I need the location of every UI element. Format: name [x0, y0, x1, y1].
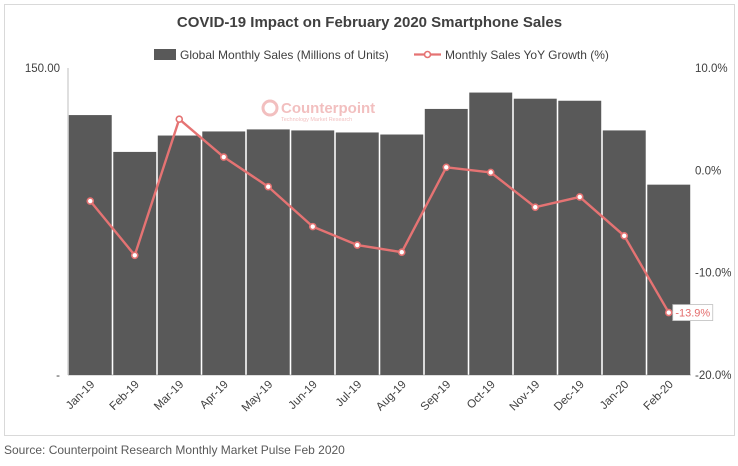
bar-Feb-19 — [113, 151, 157, 375]
x-tick-label: May-19 — [240, 379, 276, 415]
legend: Global Monthly Sales (Millions of Units)… — [154, 48, 609, 62]
growth-point-Feb-20 — [664, 308, 673, 317]
right-axis-tick-label: -20.0% — [695, 370, 731, 382]
left-axis-tick-label: - — [56, 370, 60, 382]
x-tick-label: Aug-19 — [374, 379, 409, 414]
growth-point-Mar-19 — [175, 115, 184, 123]
x-tick-label: Jan-19 — [64, 379, 97, 412]
watermark-brand: Counterpoint — [281, 100, 375, 117]
bar-Feb-20 — [647, 184, 691, 375]
legend-bar-swatch — [154, 49, 176, 60]
left-axis-tick-label: 150.00 — [25, 63, 60, 75]
chart-frame: COVID-19 Impact on February 2020 Smartph… — [4, 4, 735, 436]
bar-Jul-19 — [335, 132, 379, 375]
counterpoint-logo-icon — [261, 99, 279, 117]
x-tick-label: Jan-20 — [598, 379, 631, 412]
x-tick-label: Jun-19 — [287, 379, 320, 412]
bar-Dec-19 — [558, 100, 602, 375]
x-tick-label: Dec-19 — [552, 379, 587, 414]
x-tick-label: Apr-19 — [198, 379, 231, 412]
legend-marker-swatch — [423, 50, 432, 59]
growth-point-Jul-19 — [353, 241, 362, 249]
bar-series — [68, 92, 691, 375]
x-tick-label: Nov-19 — [508, 379, 543, 414]
data-label-Feb-20: -13.9% — [672, 304, 714, 321]
growth-point-Jan-20 — [620, 232, 629, 240]
bar-Jan-20 — [602, 130, 646, 375]
legend-label-sales: Global Monthly Sales (Millions of Units) — [180, 48, 389, 62]
bar-Sep-19 — [424, 108, 468, 375]
data-label-box — [672, 304, 714, 321]
bar-May-19 — [246, 129, 290, 375]
right-axis-tick-label: 0.0% — [695, 165, 721, 177]
growth-point-Jun-19 — [308, 222, 317, 231]
right-axis-tick-label: 10.0% — [695, 63, 728, 75]
bar-Apr-19 — [202, 131, 246, 375]
growth-point-Nov-19 — [531, 203, 540, 211]
growth-point-Apr-19 — [219, 153, 228, 161]
growth-point-May-19 — [264, 182, 273, 191]
growth-point-Aug-19 — [397, 248, 406, 256]
legend-label-growth: Monthly Sales YoY Growth (%) — [445, 48, 609, 62]
chart-canvas: COVID-19 Impact on February 2020 Smartph… — [25, 14, 732, 415]
x-tick-label: Feb-20 — [642, 379, 676, 413]
line-series: -13.9% — [86, 115, 714, 321]
x-axis-labels: Jan-19 Feb-19 Mar-19 Apr-19 May-19 Jun-19 Jul-… — [64, 379, 676, 415]
counterpoint-watermark: Counterpoint Technology Market Research — [261, 99, 375, 123]
bar-Nov-19 — [513, 98, 557, 375]
growth-point-Sep-19 — [442, 163, 451, 172]
watermark-tagline: Technology Market Research — [281, 117, 352, 123]
bar-Oct-19 — [469, 92, 513, 375]
growth-point-Oct-19 — [486, 168, 495, 177]
x-tick-label: Feb-19 — [108, 379, 142, 413]
x-tick-label: Oct-19 — [465, 379, 498, 412]
bar-Jan-19 — [68, 115, 112, 375]
chart-title: COVID-19 Impact on February 2020 Smartph… — [177, 14, 562, 31]
growth-point-Feb-19 — [130, 251, 139, 260]
growth-point-Dec-19 — [575, 193, 584, 201]
x-tick-label: Mar-19 — [152, 379, 186, 413]
right-axis-tick-label: -10.0% — [695, 268, 731, 280]
bar-Mar-19 — [157, 135, 201, 375]
growth-line — [89, 117, 670, 314]
data-label-text: -13.9% — [675, 308, 710, 320]
source-note: Source: Counterpoint Research Monthly Ma… — [4, 443, 345, 457]
x-tick-label: Jul-19 — [334, 379, 365, 410]
growth-point-Jan-19 — [86, 197, 95, 205]
x-tick-label: Sep-19 — [419, 379, 454, 414]
bar-Jun-19 — [291, 130, 335, 375]
